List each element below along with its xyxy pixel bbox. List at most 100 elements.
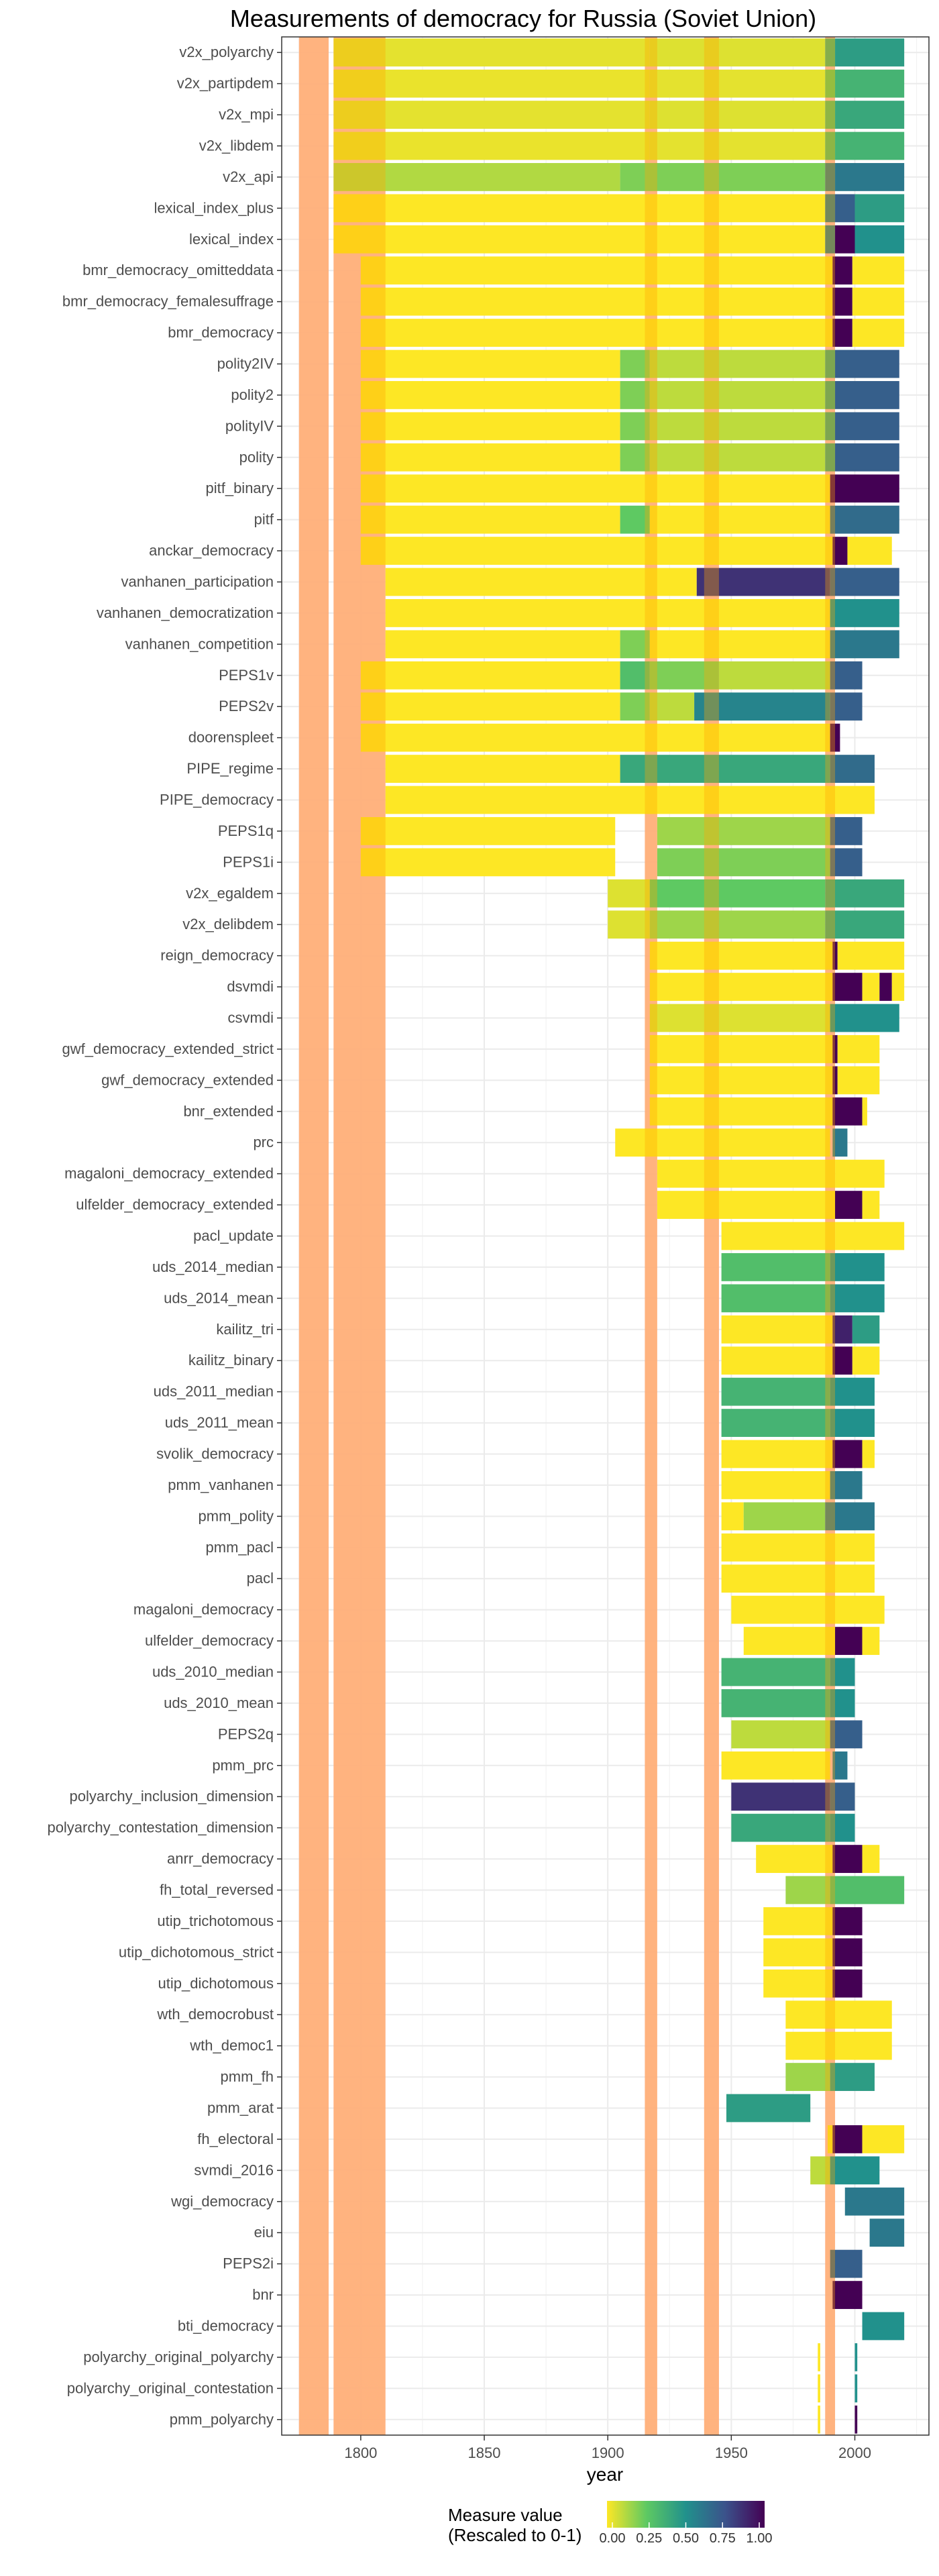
measure-row-pitf — [360, 505, 899, 534]
chart-title: Measurements of democracy for Russia (So… — [230, 5, 816, 32]
tile — [818, 2343, 820, 2371]
measure-row-bti_democracy — [862, 2312, 905, 2341]
tile — [649, 879, 826, 908]
tile — [620, 163, 826, 191]
tile — [385, 630, 620, 659]
y-tick-label: fh_electoral — [197, 2131, 274, 2147]
y-tick-label: PEPS1i — [223, 853, 274, 870]
y-tick-label: polity2IV — [217, 356, 274, 372]
measure-row-magaloni_democracy_extended — [657, 1159, 885, 1188]
tile — [825, 194, 836, 223]
measure-row-polyarchy_original_contestation — [818, 2374, 858, 2403]
tile — [830, 1876, 905, 1904]
tile — [649, 381, 826, 409]
y-tick-label: lexical_index_plus — [154, 199, 274, 216]
measure-row-reign_democracy — [649, 941, 905, 970]
tile — [721, 1440, 833, 1468]
tile — [731, 1595, 885, 1624]
tile — [830, 1284, 885, 1313]
measure-row-uds_2014_mean — [721, 1284, 885, 1313]
tile — [832, 1315, 852, 1344]
measure-row-polity2 — [360, 381, 899, 409]
y-tick-label: bmr_democracy — [168, 324, 274, 341]
y-tick-label: PEPS1q — [218, 822, 274, 839]
tile — [649, 661, 719, 690]
tile — [620, 412, 650, 441]
measure-row-v2x_mpi — [333, 101, 905, 129]
y-tick-label: uds_2010_median — [152, 1664, 274, 1680]
tile — [825, 38, 836, 67]
tile — [649, 131, 826, 160]
tile — [825, 412, 836, 441]
x-tick-label: 2000 — [838, 2445, 871, 2461]
tile — [763, 1969, 833, 1998]
tile — [360, 661, 620, 690]
measure-row-dsvmdi — [649, 973, 905, 1001]
tile — [830, 1720, 863, 1749]
measure-row-PEPS2q — [731, 1720, 863, 1749]
tile — [830, 474, 899, 503]
y-tick-label: PIPE_democracy — [160, 792, 274, 808]
tile — [832, 256, 852, 285]
measure-row-v2x_polyarchy — [333, 38, 905, 67]
measure-row-wth_democ1 — [785, 2031, 892, 2060]
tile — [844, 2187, 905, 2216]
tile — [360, 817, 616, 845]
measure-row-bnr — [832, 2281, 863, 2309]
tile — [620, 692, 650, 721]
tile — [360, 412, 620, 441]
tile — [360, 287, 833, 316]
tile — [835, 1222, 905, 1250]
tile — [360, 848, 616, 877]
tile — [832, 941, 838, 970]
measure-row-pmm_polyarchy — [818, 2405, 858, 2434]
x-tick-label: 1900 — [592, 2445, 624, 2461]
y-tick-label: pacl — [247, 1570, 274, 1587]
tile — [385, 755, 620, 783]
tile — [825, 225, 836, 254]
tile — [649, 973, 833, 1001]
measure-row-gwf_democracy_extended_strict — [649, 1035, 880, 1063]
measure-row-vanhanen_competition — [385, 630, 899, 659]
y-tick-label: bmr_democracy_femalesuffrage — [62, 293, 274, 310]
tile — [832, 973, 863, 1001]
measure-row-pmm_vanhanen — [721, 1471, 863, 1499]
y-tick-label: pmm_vanhanen — [168, 1477, 274, 1493]
tile — [721, 1409, 830, 1437]
tile — [837, 941, 905, 970]
tile — [649, 1004, 830, 1032]
y-tick-label: ulfelder_democracy_extended — [76, 1196, 274, 1213]
measure-row-bmr_democracy_omitteddata — [360, 256, 905, 285]
tile — [608, 879, 650, 908]
tile — [825, 350, 836, 378]
tile — [721, 1471, 830, 1499]
y-tick-label: PIPE_regime — [186, 760, 274, 777]
y-tick-label: gwf_democracy_extended — [101, 1071, 274, 1088]
tile — [649, 350, 826, 378]
y-tick-label: pitf_binary — [205, 480, 274, 496]
y-tick-label: bnr — [252, 2286, 274, 2303]
shaded-period — [298, 37, 329, 2435]
tile — [649, 630, 830, 659]
measure-row-v2x_libdem — [333, 131, 905, 160]
y-tick-label: polity2 — [231, 386, 274, 403]
y-tick-label: uds_2011_median — [154, 1383, 274, 1400]
tile — [785, 2000, 892, 2029]
tile — [827, 2125, 833, 2153]
tile — [832, 1440, 863, 1468]
tile — [832, 287, 852, 316]
tile — [785, 2031, 892, 2060]
tile — [830, 1471, 863, 1499]
tile — [835, 69, 905, 98]
y-tick-label: bti_democracy — [178, 2318, 274, 2334]
y-tick-label: wth_democ1 — [189, 2037, 274, 2054]
y-tick-label: PEPS2v — [219, 698, 274, 714]
tile — [333, 163, 620, 191]
legend-tick-label: 0.00 — [600, 2531, 626, 2546]
y-tick-label: v2x_mpi — [219, 106, 274, 123]
measure-row-wth_democrobust — [785, 2000, 892, 2029]
tile — [832, 1097, 863, 1126]
x-tick-label: 1850 — [468, 2445, 501, 2461]
tile — [721, 1564, 875, 1593]
x-axis-title: year — [587, 2464, 623, 2485]
